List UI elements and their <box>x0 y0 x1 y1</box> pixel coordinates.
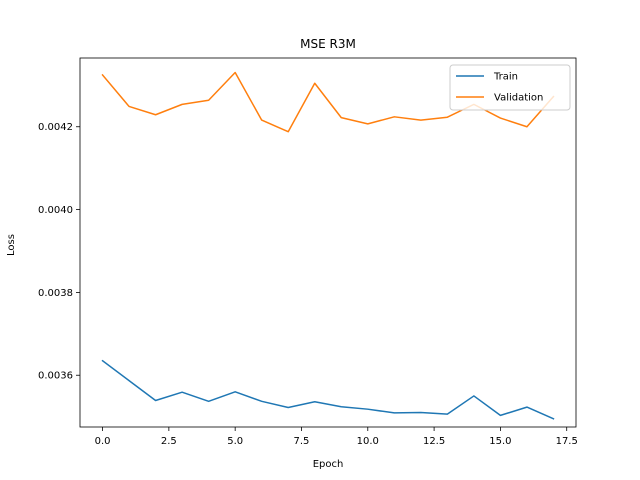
plot-frame <box>79 57 577 428</box>
legend: Train Validation <box>449 64 571 111</box>
x-tick-label: 12.5 <box>423 436 445 447</box>
x-tick-label: 10.0 <box>357 436 379 447</box>
x-axis: 0.0 2.5 5.0 7.5 10.0 12.5 15.0 17.5 <box>95 427 578 447</box>
x-tick-label: 2.5 <box>161 436 177 447</box>
y-tick-label: 0.0040 <box>38 205 73 216</box>
legend-label-validation: Validation <box>494 93 543 104</box>
x-tick-label: 7.5 <box>294 436 310 447</box>
plot-area <box>79 57 577 428</box>
chart-title: MSE R3M <box>300 37 356 51</box>
y-tick-label: 0.0036 <box>38 371 73 382</box>
y-tick-label: 0.0038 <box>38 288 73 299</box>
x-tick-label: 17.5 <box>556 436 578 447</box>
y-tick-label: 0.0042 <box>38 122 73 133</box>
x-tick-label: 15.0 <box>489 436 511 447</box>
y-axis-label: Loss <box>6 234 17 256</box>
series-line-train <box>101 359 555 420</box>
x-axis-label: Epoch <box>313 459 344 470</box>
x-tick-label: 0.0 <box>95 436 111 447</box>
y-axis: 0.0036 0.0038 0.0040 0.0042 <box>38 122 80 382</box>
legend-label-train: Train <box>493 72 518 83</box>
x-tick-label: 5.0 <box>227 436 243 447</box>
